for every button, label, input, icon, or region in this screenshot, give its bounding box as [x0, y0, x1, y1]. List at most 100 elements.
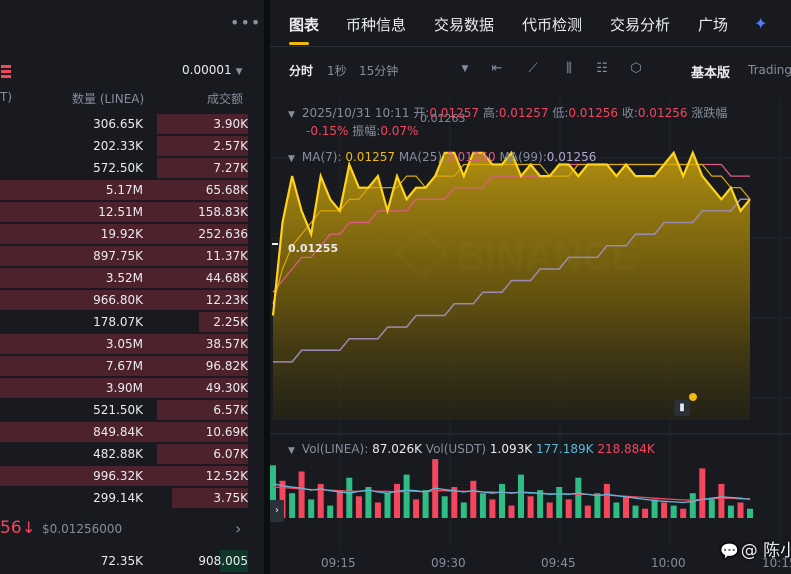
timeframe-time-sharing[interactable]: 分时 — [289, 64, 314, 78]
ask-row[interactable]: 3.05M 38.57K — [0, 333, 264, 355]
volume-bar — [527, 496, 534, 518]
tab-coin-info[interactable]: 币种信息 — [346, 16, 407, 34]
ask-depth-bar — [157, 158, 248, 178]
precision-value: 0.00001 — [182, 63, 232, 77]
x-tick-label: 09:45 — [541, 556, 576, 570]
ask-quantity: 12.51M — [98, 205, 143, 219]
volume-bar — [289, 493, 296, 518]
ask-quantity: 482.88K — [93, 447, 143, 461]
ask-quantity: 299.14K — [93, 491, 143, 505]
price-chart[interactable]: BINANCE — [270, 98, 791, 574]
ask-depth-bar — [0, 246, 248, 266]
ask-row[interactable]: 178.07K 2.25K — [0, 311, 264, 333]
collapse-chevron-icon[interactable]: ▼ — [288, 154, 295, 164]
tradingview-toggle[interactable]: Trading — [748, 63, 791, 77]
volume-bar — [470, 480, 477, 518]
low-value: 0.01256 — [568, 106, 618, 120]
ask-row[interactable]: 7.67M 96.82K — [0, 355, 264, 377]
ask-volume: 11.37K — [205, 249, 248, 263]
scroll-handle-icon[interactable]: › — [270, 500, 284, 522]
chart-toolbar: 分时 1秒 15分钟 ▼ ⇤ ⟋ ⫼ ☷ ⬡ 基本版 Trading — [270, 56, 791, 84]
ask-row[interactable]: 849.84K 10.69K — [0, 421, 264, 443]
ask-row[interactable]: 12.51M 158.83K — [0, 201, 264, 223]
amplitude-value: 0.07% — [380, 124, 419, 138]
ask-row[interactable]: 482.88K 6.07K — [0, 443, 264, 465]
author-watermark: 💬@ 陈小艺 — [720, 536, 791, 561]
ma7-value: 0.01257 — [345, 150, 395, 164]
ask-volume: 10.69K — [205, 425, 248, 439]
volume-bar — [556, 487, 563, 518]
ask-quantity: 19.92K — [100, 227, 143, 241]
ask-quantity: 3.52M — [105, 271, 143, 285]
tab-trading-data[interactable]: 交易数据 — [434, 16, 495, 34]
hexagon-settings-icon[interactable]: ⬡ — [630, 61, 642, 76]
bid-quantity: 72.35K — [100, 554, 143, 568]
ask-row[interactable]: 5.17M 65.68K — [0, 179, 264, 201]
ai-sparkle-icon[interactable]: ✦ — [754, 14, 768, 33]
chart-panel: 图表 币种信息 交易数据 代币检测 交易分析 广场 ✦ 分时 1秒 15分钟 ▼… — [270, 0, 791, 574]
ask-row[interactable]: 3.90M 49.30K — [0, 377, 264, 399]
ask-volume: 12.23K — [205, 293, 248, 307]
price-column-header: T) — [0, 90, 13, 104]
chart-type-icon[interactable]: ⇤ — [491, 61, 503, 76]
ask-row[interactable]: 572.50K 7.27K — [0, 157, 264, 179]
watermark-label: @ 陈小艺 — [740, 541, 791, 561]
ask-depth-bar — [0, 224, 248, 244]
ask-depth-bar — [0, 268, 248, 288]
timeframe-1s[interactable]: 1秒 — [327, 64, 347, 78]
bid-row[interactable]: 72.35K 908.005 — [0, 550, 264, 572]
chevron-right-icon[interactable]: › — [235, 519, 242, 538]
order-book-header: ••• — [0, 0, 264, 44]
ask-row[interactable]: 996.32K 12.52K — [0, 465, 264, 487]
timeframe-dropdown-icon[interactable]: ▼ — [461, 64, 469, 74]
ask-volume: 3.75K — [213, 491, 248, 505]
volume-bar — [327, 505, 334, 518]
ask-row[interactable]: 3.52M 44.68K — [0, 267, 264, 289]
current-price-marker — [272, 243, 278, 245]
ask-row[interactable]: 966.80K 12.23K — [0, 289, 264, 311]
ask-row[interactable]: 521.50K 6.57K — [0, 399, 264, 421]
collapse-chevron-icon[interactable]: ▼ — [288, 446, 295, 456]
volume-bar — [403, 474, 410, 518]
price-precision-select[interactable]: 0.00001 ▼ — [182, 63, 243, 77]
ask-row[interactable]: 19.92K 252.636 — [0, 223, 264, 245]
price-alert-icon[interactable]: ▮ — [674, 400, 690, 416]
vol-ma5-value: 177.189K — [535, 442, 594, 456]
sell-orders-view-icon[interactable] — [1, 65, 13, 79]
tab-token-check[interactable]: 代币检测 — [522, 16, 583, 34]
volume-bar — [422, 490, 429, 518]
tab-chart[interactable]: 图表 — [289, 16, 320, 34]
tab-trade-analysis[interactable]: 交易分析 — [610, 16, 671, 34]
ask-depth-bar — [199, 312, 248, 332]
ask-quantity: 3.05M — [105, 337, 143, 351]
basic-version-toggle[interactable]: 基本版 — [691, 66, 731, 81]
ask-row[interactable]: 202.33K 2.57K — [0, 135, 264, 157]
tab-square[interactable]: 广场 — [698, 16, 729, 34]
ma7-label: MA(7): — [301, 150, 342, 164]
indicator-icon[interactable]: ⟋ — [528, 61, 538, 76]
volume-bar — [346, 477, 353, 518]
candlestick-icon[interactable]: ⫼ — [566, 61, 572, 76]
more-horizontal-icon[interactable]: ••• — [230, 13, 262, 32]
volume-bar — [613, 502, 620, 518]
change-label: 涨跌幅 — [691, 106, 728, 120]
layout-settings-icon[interactable]: ☷ — [596, 61, 608, 76]
volume-bar — [460, 502, 467, 518]
volume-bar — [451, 487, 458, 518]
ask-volume: 65.68K — [205, 183, 248, 197]
ask-row[interactable]: 306.65K 3.90K — [0, 113, 264, 135]
ask-depth-bar — [0, 202, 248, 222]
ask-volume: 12.52K — [205, 469, 248, 483]
timeframe-15m[interactable]: 15分钟 — [359, 64, 399, 78]
ask-row[interactable]: 299.14K 3.75K — [0, 487, 264, 509]
volume-bar — [632, 505, 639, 518]
volume-bar — [651, 499, 658, 518]
chevron-down-icon: ▼ — [235, 67, 243, 77]
volume-bar — [317, 483, 324, 518]
collapse-chevron-icon[interactable]: ▼ — [288, 110, 295, 120]
mark-price: $0.01256000 — [42, 522, 123, 536]
volume-bar — [603, 483, 610, 518]
last-price-row[interactable]: 56 ↓ $0.01256000 › — [0, 512, 264, 544]
ask-row[interactable]: 897.75K 11.37K — [0, 245, 264, 267]
volume-bar — [537, 490, 544, 518]
